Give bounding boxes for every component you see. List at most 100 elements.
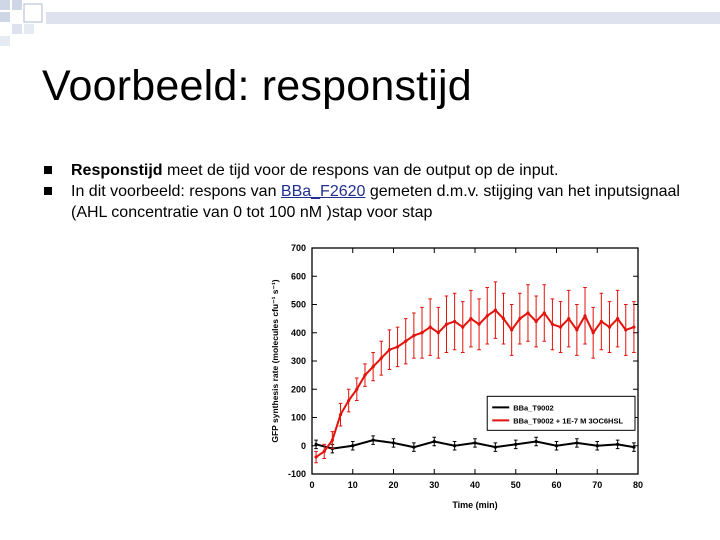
data-point — [314, 442, 318, 446]
series-bba-t9002 — [314, 435, 636, 454]
legend-label: BBa_T9002 + 1E-7 M 3OC6HSL — [513, 416, 623, 425]
deco-square — [0, 12, 10, 22]
data-point — [616, 442, 620, 446]
deco-square — [24, 24, 34, 34]
x-axis-label: Time (min) — [452, 500, 497, 510]
data-point — [485, 314, 489, 318]
data-point — [412, 333, 416, 338]
deco-square — [0, 0, 10, 10]
data-point — [391, 441, 396, 445]
data-point — [567, 317, 571, 321]
y-tick-label: 300 — [291, 356, 306, 366]
x-tick-label: 30 — [429, 480, 439, 490]
data-point — [355, 387, 359, 391]
data-point — [542, 311, 546, 315]
data-point — [616, 317, 620, 321]
data-point — [632, 325, 636, 329]
y-tick-label: 0 — [301, 441, 306, 451]
data-point — [453, 444, 457, 448]
data-point — [444, 322, 449, 326]
data-point — [595, 444, 599, 448]
legend-box — [486, 395, 636, 431]
y-tick-label: 500 — [291, 300, 306, 310]
data-point — [607, 325, 612, 329]
data-point — [599, 319, 603, 324]
bullet-item: In dit voorbeeld: respons van BBa_F2620 … — [42, 181, 702, 223]
data-point — [387, 348, 392, 352]
data-point — [395, 345, 400, 349]
data-point — [371, 365, 375, 369]
bullet-text: In dit voorbeeld: respons van — [71, 183, 281, 200]
y-axis-label: GFP synthesis rate (molecules cfu⁻¹ s⁻¹) — [270, 279, 280, 442]
x-tick-label: 50 — [511, 480, 521, 490]
data-point — [338, 413, 343, 417]
bullet-keyword: Responstijd — [71, 162, 163, 179]
data-point — [436, 331, 440, 335]
data-point — [583, 314, 587, 318]
legend-label: BBa_T9002 — [513, 403, 553, 412]
data-point — [420, 331, 424, 335]
data-point — [518, 317, 522, 321]
data-point — [371, 438, 375, 442]
data-point — [624, 328, 628, 332]
part-link[interactable]: BBa_F2620 — [280, 183, 366, 200]
data-point — [554, 444, 559, 448]
bullet-text: gemeten d.m.v. stijging van het inputsig… — [71, 183, 680, 221]
data-point — [493, 308, 497, 312]
x-tick-label: 20 — [388, 480, 398, 490]
data-point — [432, 439, 436, 444]
data-point — [575, 328, 579, 332]
data-point — [351, 444, 355, 448]
y-tick-label: 100 — [291, 413, 306, 423]
data-point — [550, 322, 555, 326]
y-tick-label: 700 — [291, 243, 306, 253]
bullet-item: Responstijd meet de tijd voor de respons… — [42, 160, 702, 181]
x-tick-label: 80 — [633, 480, 643, 490]
x-tick-label: 0 — [309, 480, 314, 490]
data-point — [632, 445, 636, 449]
data-point — [501, 317, 506, 321]
deco-square — [23, 3, 43, 23]
x-tick-label: 60 — [551, 480, 561, 490]
deco-square — [12, 0, 22, 10]
deco-bar — [46, 12, 720, 24]
data-point — [379, 356, 383, 360]
slide-corner-decoration — [0, 0, 720, 46]
data-point — [428, 325, 432, 329]
y-tick-label: -100 — [288, 469, 306, 479]
bullet-text: meet de tijd voor de respons van de outp… — [162, 162, 559, 179]
x-tick-label: 70 — [592, 480, 602, 490]
data-point — [534, 319, 538, 324]
data-point — [526, 311, 530, 315]
data-point — [575, 441, 579, 445]
data-point — [404, 339, 408, 343]
data-point — [453, 319, 457, 324]
deco-square — [12, 24, 22, 34]
data-point — [514, 442, 518, 446]
bullet-list: Responstijd meet de tijd voor de respons… — [42, 160, 702, 223]
data-point — [347, 398, 351, 403]
data-point — [461, 325, 465, 329]
data-point — [314, 455, 318, 459]
square-bullet-icon — [44, 166, 52, 174]
data-point — [412, 445, 416, 449]
y-tick-label: 600 — [291, 271, 306, 281]
data-point — [322, 449, 326, 453]
data-point — [558, 325, 563, 329]
data-point — [510, 328, 514, 332]
data-point — [469, 317, 473, 321]
data-point — [493, 445, 497, 449]
series-line — [315, 308, 635, 458]
series-bba-t9002-1e-7-m-3oc6hsl — [314, 281, 636, 464]
x-tick-label: 10 — [348, 480, 358, 490]
data-point — [591, 331, 595, 335]
data-point — [534, 439, 538, 444]
slide-title: Voorbeeld: responstijd — [42, 62, 472, 110]
y-tick-label: 200 — [291, 384, 306, 394]
square-bullet-icon — [44, 187, 52, 195]
data-point — [477, 322, 481, 326]
x-tick-label: 40 — [470, 480, 480, 490]
y-tick-label: 400 — [291, 328, 306, 338]
data-point — [363, 373, 367, 377]
